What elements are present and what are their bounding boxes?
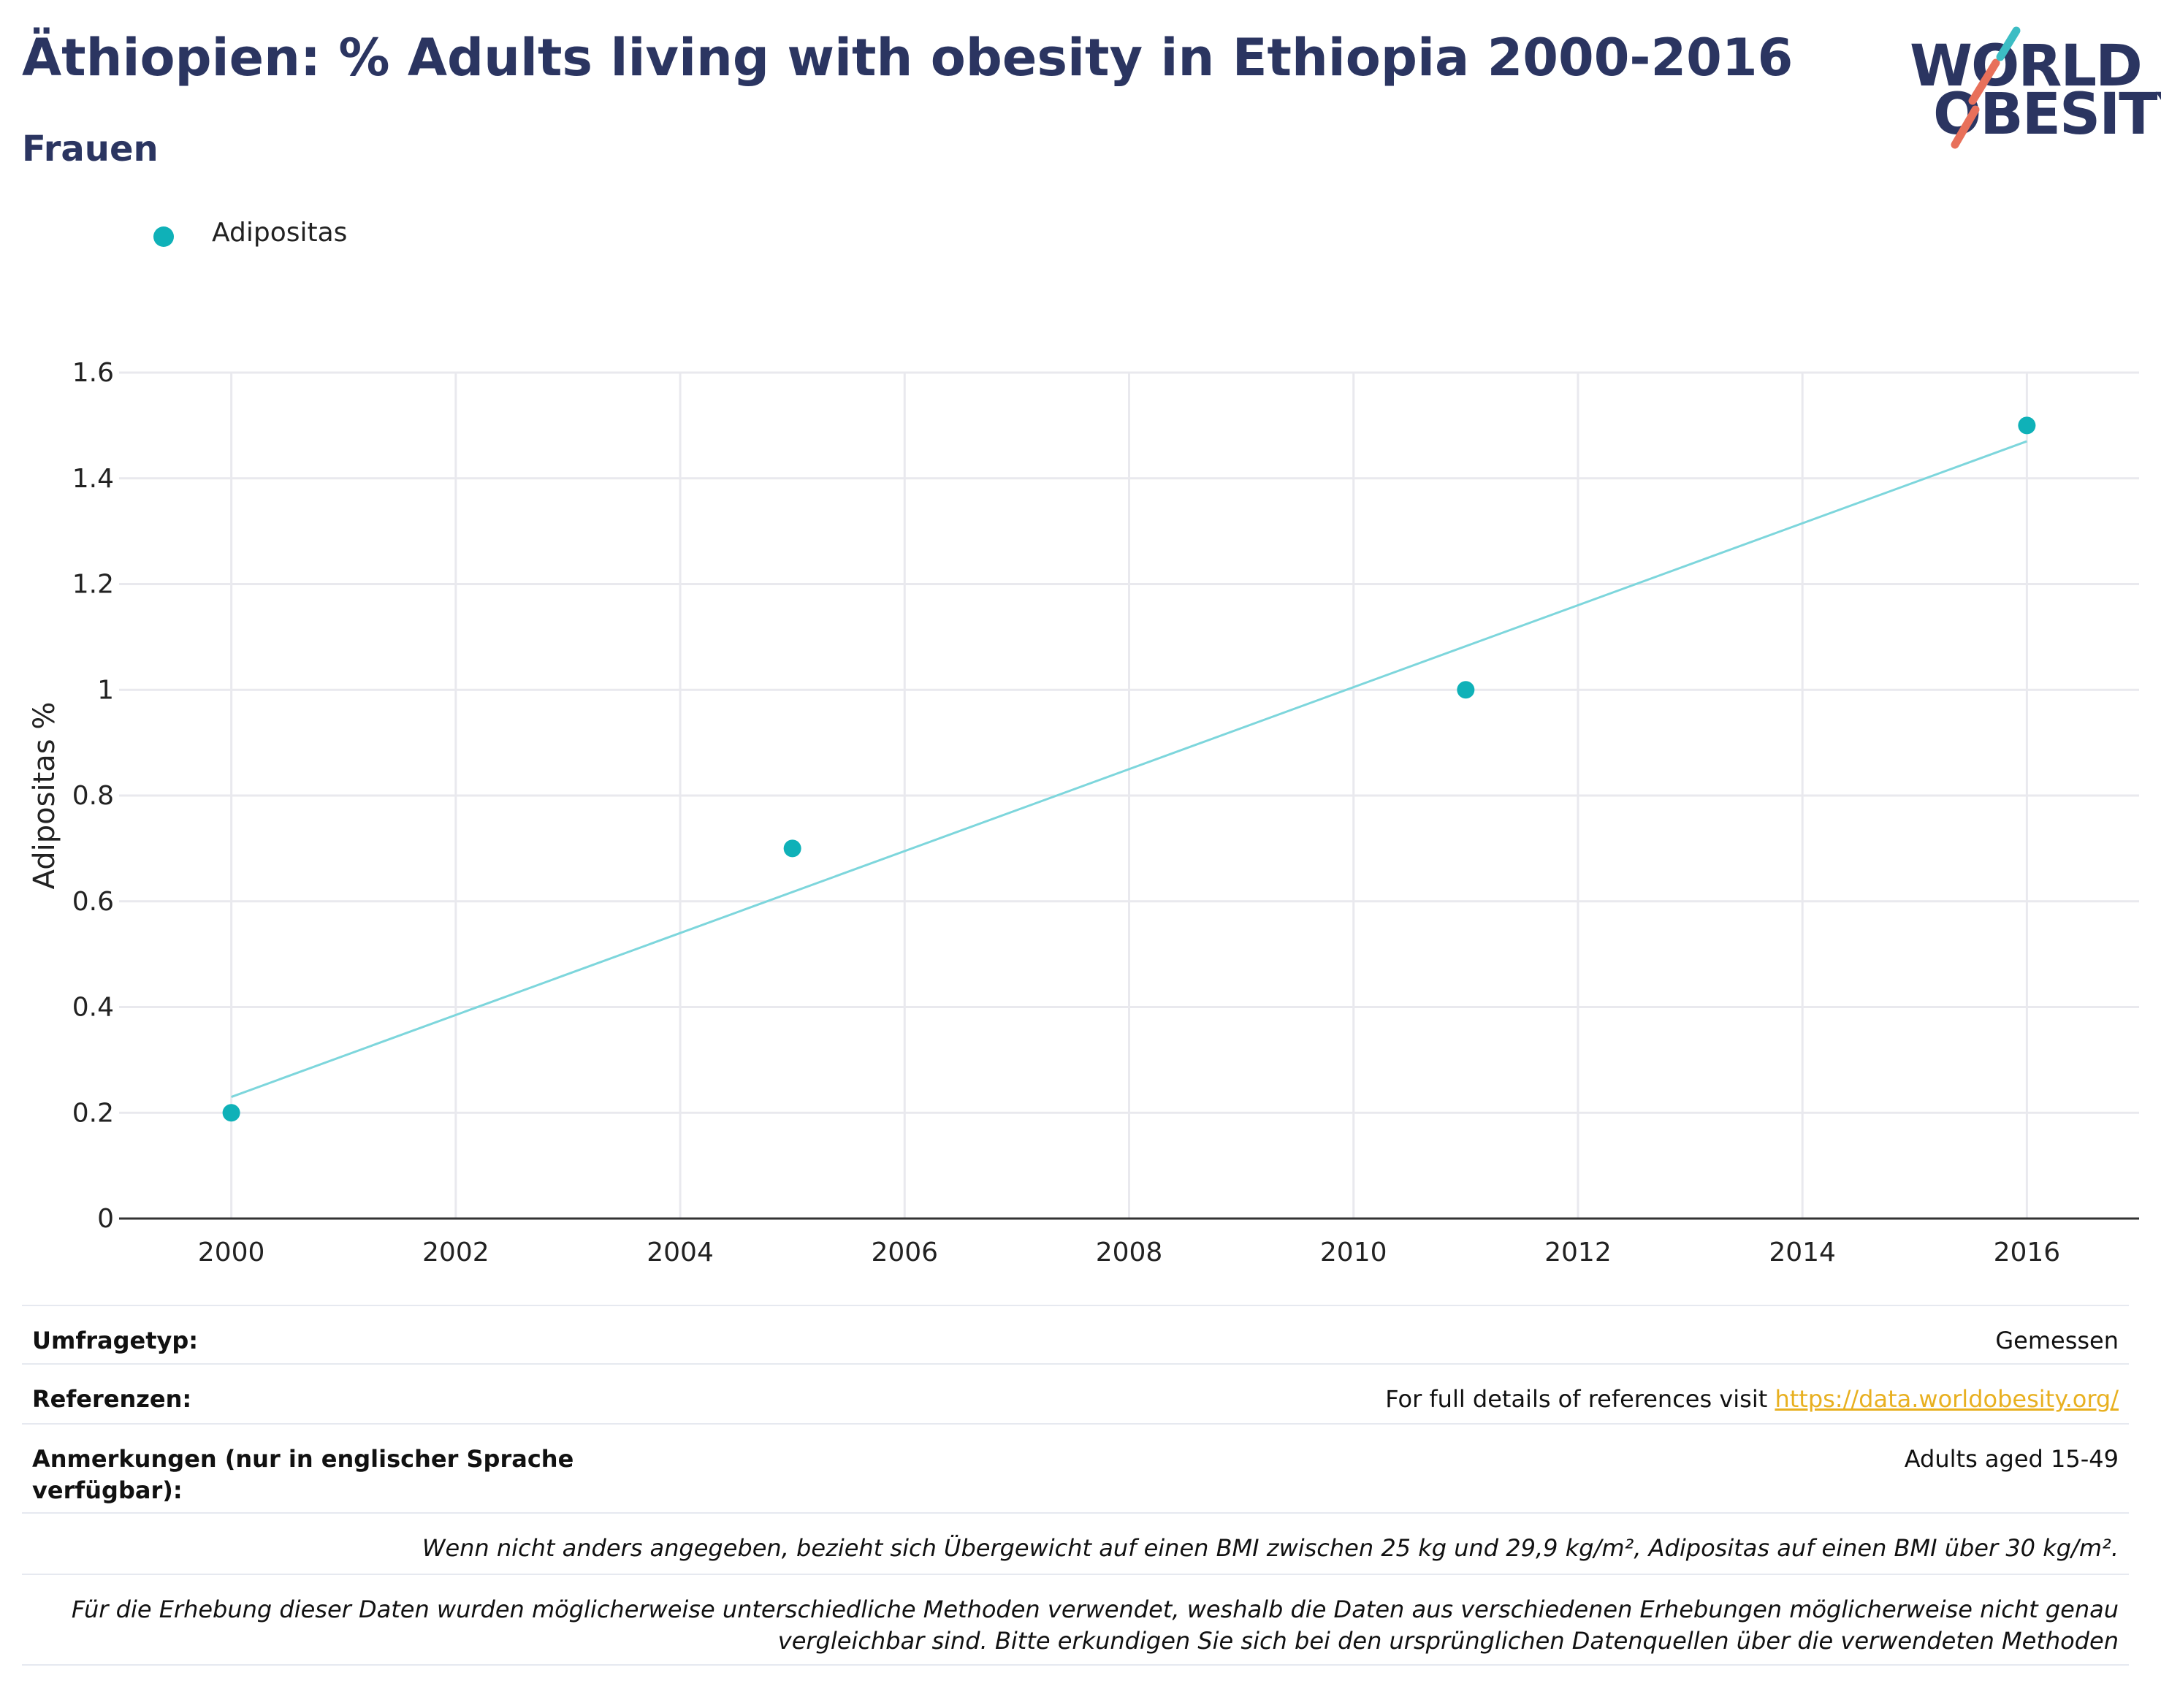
page-subtitle: Frauen bbox=[22, 129, 159, 169]
data-point bbox=[1457, 681, 1475, 699]
x-tick-label: 2006 bbox=[871, 1238, 938, 1267]
world-obesity-logo[interactable]: WORLD OBESITY bbox=[1907, 22, 2161, 153]
x-tick-label: 2016 bbox=[1994, 1238, 2061, 1267]
notes-value: Adults aged 15-49 bbox=[1904, 1445, 2119, 1473]
data-point bbox=[2018, 416, 2036, 435]
info-table: Umfragetyp: Gemessen Referenzen: For ful… bbox=[22, 1305, 2129, 1666]
y-tick-label: 0.4 bbox=[72, 993, 114, 1023]
scatter-chart: 0 0.2 0.4 0.6 0.8 1 1.2 1.4 1.6 2000 2002 2004 2006 2… bbox=[28, 358, 2139, 1267]
y-tick-label: 0.8 bbox=[72, 781, 114, 811]
references-value: For full details of references visit htt… bbox=[1375, 1365, 2129, 1423]
x-tick-label: 2014 bbox=[1769, 1238, 1836, 1267]
legend-marker-icon bbox=[153, 226, 174, 247]
info-row-references: Referenzen: For full details of referenc… bbox=[22, 1363, 2129, 1423]
y-tick-label: 0 bbox=[97, 1204, 114, 1234]
info-row-methods-note: Für die Erhebung dieser Daten wurden mög… bbox=[22, 1574, 2129, 1666]
survey-type-label: Umfragetyp: bbox=[32, 1327, 199, 1354]
x-tick-label: 2002 bbox=[422, 1238, 489, 1267]
y-tick-label: 1.4 bbox=[72, 464, 114, 494]
survey-type-value: Gemessen bbox=[1995, 1327, 2119, 1354]
references-label: Referenzen: bbox=[32, 1385, 192, 1413]
y-axis-label: Adipositas % bbox=[28, 702, 61, 890]
x-tick-label: 2010 bbox=[1320, 1238, 1387, 1267]
legend-label: Adipositas bbox=[212, 218, 348, 248]
data-point bbox=[783, 839, 801, 858]
x-tick-label: 2012 bbox=[1544, 1238, 1612, 1267]
info-row-bmi-note: Wenn nicht anders angegeben, bezieht sic… bbox=[22, 1512, 2129, 1574]
y-tick-label: 1 bbox=[97, 675, 114, 705]
logo-word-world: WORLD bbox=[1910, 34, 2143, 99]
references-prefix: For full details of references visit bbox=[1385, 1385, 1775, 1413]
y-tick-label: 0.6 bbox=[72, 887, 114, 917]
references-link[interactable]: https://data.worldobesity.org/ bbox=[1775, 1385, 2119, 1413]
trendline bbox=[231, 440, 2027, 1098]
info-row-notes: Anmerkungen (nur in englischer Sprache v… bbox=[22, 1423, 2129, 1512]
page-title: Äthiopien: % Adults living with obesity … bbox=[22, 28, 1794, 88]
methods-note: Für die Erhebung dieser Daten wurden mög… bbox=[71, 1595, 2119, 1655]
info-row-survey-type: Umfragetyp: Gemessen bbox=[22, 1305, 2129, 1363]
logo-slash-icon bbox=[1951, 26, 2021, 149]
notes-label: Anmerkungen (nur in englischer Sprache v… bbox=[32, 1445, 574, 1505]
y-tick-label: 0.2 bbox=[72, 1098, 114, 1128]
y-tick-label: 1.6 bbox=[72, 358, 114, 388]
x-tick-label: 2000 bbox=[198, 1238, 265, 1267]
bmi-note: Wenn nicht anders angegeben, bezieht sic… bbox=[422, 1534, 2119, 1562]
x-tick-label: 2008 bbox=[1096, 1238, 1163, 1267]
x-tick-label: 2004 bbox=[647, 1238, 714, 1267]
data-point bbox=[222, 1104, 240, 1122]
y-tick-label: 1.2 bbox=[72, 570, 114, 600]
